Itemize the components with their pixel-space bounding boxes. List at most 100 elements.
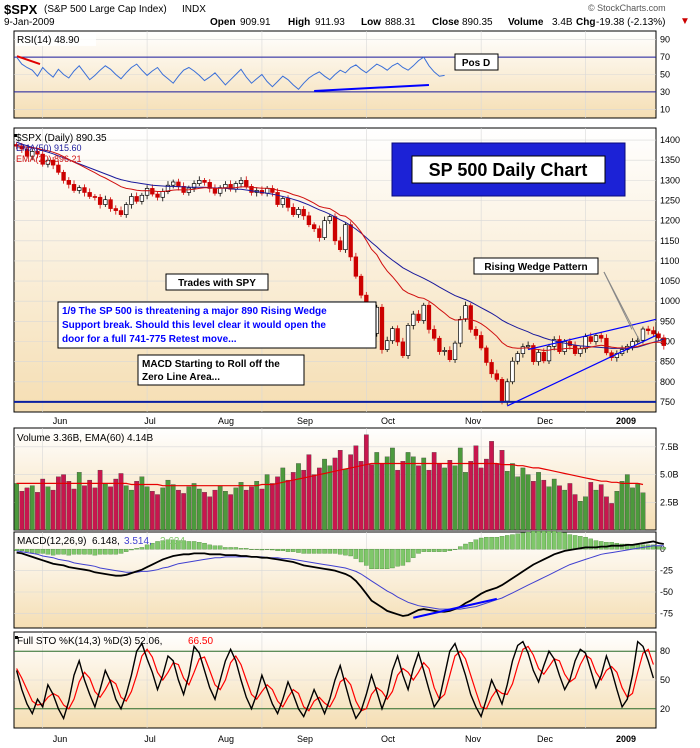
price-candle [588, 336, 593, 342]
macd-histogram-bar [458, 546, 463, 550]
volume-bar [468, 461, 474, 531]
macd-histogram-bar [484, 536, 489, 550]
price-candle [35, 151, 40, 155]
macd-histogram-bar [291, 548, 296, 552]
price-candle [557, 339, 562, 352]
macd-histogram-bar [384, 548, 390, 570]
index-name: (S&P 500 Large Cap Index) [44, 4, 167, 15]
macd-histogram-bar [144, 544, 150, 550]
price-candle [202, 180, 207, 183]
rsi-y-tick-label-4: 90 [660, 35, 670, 45]
macd-histogram-bar [337, 548, 343, 555]
volume-bar [254, 481, 260, 531]
volume-bar [567, 483, 573, 531]
price-legend-swatch [14, 134, 17, 137]
price-x-label-7: 2009 [616, 416, 636, 426]
macd-histogram-bar [223, 547, 228, 550]
price-candle [390, 328, 395, 342]
macd-histogram-bar [97, 548, 103, 555]
macd-title: MACD(12,26,9) [17, 536, 86, 547]
price-candle [61, 171, 66, 181]
price-candle [343, 224, 348, 251]
price-candle [77, 187, 82, 191]
macd-histogram-bar [264, 548, 270, 550]
bottom-x-label-0: Jun [53, 734, 68, 744]
volume-value: 3.4B [552, 17, 573, 28]
volume-bar [510, 463, 515, 531]
macd-histogram-bar [364, 548, 369, 566]
volume-bar [353, 445, 359, 531]
macd-histogram-bar [489, 536, 494, 550]
volume-bar [108, 486, 113, 531]
price-y-tick-label-12: 1350 [660, 155, 680, 165]
macd-histogram-bar [431, 548, 437, 552]
volume-bar [337, 450, 343, 531]
price-candle [499, 379, 505, 402]
price-candle [87, 192, 92, 197]
macd-histogram-bar [113, 548, 119, 555]
macd-histogram-bar [437, 548, 442, 552]
price-candle [296, 209, 301, 215]
rsi-title-bg [16, 33, 96, 46]
price-candle [45, 159, 51, 165]
macd-histogram-bar [139, 547, 145, 550]
volume-bar [275, 476, 280, 531]
price-candle [124, 204, 129, 215]
price-candle [238, 180, 244, 184]
price-candle [651, 330, 656, 335]
macd-histogram-bar [411, 548, 416, 558]
volume-bar [29, 485, 35, 531]
volume-bar [551, 478, 557, 531]
price-candle [525, 345, 531, 348]
price-candle [395, 328, 400, 343]
price-candle [264, 188, 270, 194]
volume-bar [223, 491, 228, 531]
sp500-title-inner [411, 155, 606, 184]
volume-bar [374, 452, 380, 531]
volume-bar [431, 452, 437, 531]
volume-bar [207, 496, 213, 531]
volume-bar [572, 494, 578, 531]
price-candle [531, 345, 536, 362]
macd-histogram-bar [30, 548, 35, 553]
volume-bar [452, 465, 458, 531]
price-candle [520, 346, 526, 354]
price-candle [144, 188, 150, 196]
volume-bar [379, 463, 385, 531]
macd-histogram-bar [103, 548, 108, 555]
macd-histogram-bar [228, 547, 233, 550]
rsi-trend-line-red [16, 55, 41, 66]
macd-histogram-bar [661, 547, 667, 550]
macd-histogram-bar [656, 546, 661, 550]
volume-bar [296, 463, 301, 531]
price-candle [311, 224, 317, 230]
volume-bar [478, 467, 484, 531]
exchange: INDX [182, 4, 206, 15]
price-candle [405, 325, 411, 356]
volume-bar [484, 458, 489, 531]
macd-histogram-bar [541, 530, 547, 550]
volume-bar [416, 465, 421, 531]
trades-box [165, 273, 269, 291]
volume-bar [405, 452, 411, 531]
macd-histogram-bar [557, 531, 562, 550]
volume-bar [557, 485, 562, 531]
macd-histogram-bar [186, 541, 192, 550]
macd-histogram-bar [259, 548, 265, 551]
macd-y-tick-label-1: -25 [660, 566, 673, 576]
price-candle [536, 352, 541, 362]
volume-bar [176, 489, 181, 531]
volume-bar [604, 496, 609, 531]
stochastic-d-value: 66.50 [188, 636, 213, 647]
volume-bar [614, 491, 620, 531]
price-candle [233, 183, 239, 190]
wedge-box [473, 257, 599, 275]
price-x-label-0: Jun [53, 416, 68, 426]
macd-histogram-bar [150, 542, 155, 550]
volume-bar [129, 489, 134, 531]
chart-header: $SPX (S&P 500 Large Cap Index) INDX 9-Ja… [0, 0, 700, 28]
volume-bar [45, 486, 51, 531]
macd-histogram-bar [71, 548, 77, 555]
volume-bar [170, 484, 176, 531]
volume-bar [243, 489, 249, 531]
